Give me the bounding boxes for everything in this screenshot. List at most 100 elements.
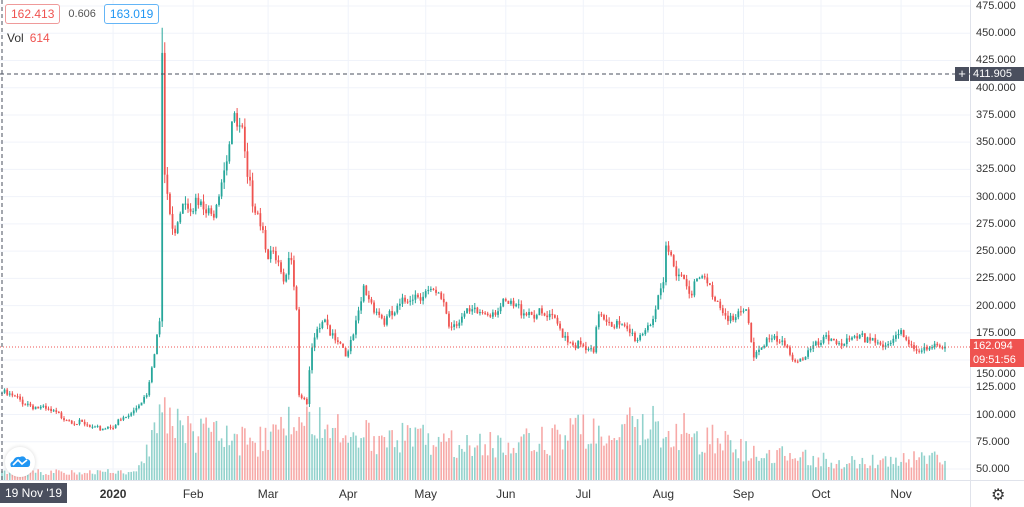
volume-bar — [786, 460, 789, 480]
volume-bar — [900, 461, 902, 480]
volume-bar — [693, 433, 696, 480]
candle-body — [259, 213, 262, 227]
candle-body — [285, 274, 288, 282]
candle — [347, 349, 350, 358]
candle — [324, 318, 326, 323]
candle-body — [76, 424, 78, 426]
candle-body — [933, 343, 936, 348]
candle — [290, 252, 293, 265]
volume-bar — [29, 471, 32, 480]
volume-bar — [678, 450, 680, 480]
gear-icon[interactable]: ⚙ — [991, 487, 1006, 504]
candle — [458, 319, 461, 329]
candle — [282, 268, 285, 285]
tradingview-cloud-icon[interactable] — [5, 447, 35, 477]
candle — [652, 315, 654, 328]
volume-bar — [476, 445, 479, 480]
volume-bar — [561, 449, 564, 480]
candle-body — [696, 278, 698, 282]
candle-body — [88, 425, 91, 427]
volume-bar — [207, 427, 210, 480]
candle — [856, 332, 859, 341]
price-tick-label: 100.000 — [976, 408, 1016, 421]
volume-bar — [675, 423, 678, 480]
candle — [866, 336, 869, 343]
candle — [613, 324, 616, 330]
candle-body — [595, 327, 598, 353]
volume-bar — [740, 438, 742, 480]
candle-body — [553, 315, 556, 318]
volume-bar — [902, 453, 905, 480]
candle — [272, 246, 275, 254]
candle — [830, 338, 833, 342]
volume-bar — [184, 443, 187, 480]
candle — [24, 403, 27, 406]
volume-bar — [858, 463, 861, 480]
candle — [259, 207, 262, 231]
candle-body — [799, 358, 802, 362]
candle — [636, 337, 639, 343]
candle-body — [194, 197, 197, 212]
volume-bar — [582, 414, 585, 480]
candle — [109, 424, 112, 430]
volume-bar — [753, 445, 755, 480]
candle — [63, 416, 65, 422]
candle — [750, 322, 753, 343]
plus-icon[interactable]: + — [955, 67, 969, 81]
candle — [311, 343, 313, 374]
candle-body — [752, 342, 755, 358]
candle-body — [287, 257, 290, 275]
candle — [587, 347, 590, 352]
candle — [838, 341, 840, 346]
price-tick-label: 450.000 — [976, 27, 1016, 40]
volume-bar — [489, 432, 492, 480]
legend-change: 0.606 — [68, 8, 96, 20]
candle-body — [809, 348, 812, 351]
volume-bar — [396, 440, 399, 480]
volume-bar — [703, 452, 706, 480]
volume-bar — [525, 428, 528, 480]
volume-bar — [83, 472, 86, 480]
candle-body — [840, 343, 843, 346]
volume-bar — [316, 438, 318, 480]
volume-bar — [923, 455, 926, 480]
time-tick-label: Nov — [890, 487, 912, 501]
volume-bar — [572, 424, 574, 480]
volume-bar — [401, 422, 404, 480]
candle — [533, 310, 536, 323]
volume-bar — [109, 472, 112, 480]
candle — [600, 311, 603, 318]
candle-body — [342, 343, 344, 348]
volume-bar — [321, 437, 324, 480]
candle — [422, 292, 425, 305]
volume-bar — [163, 397, 166, 480]
crosshair-price-value: 411.905 — [973, 68, 1012, 80]
volume-bar — [719, 443, 722, 480]
candle-body — [409, 300, 412, 302]
candle — [404, 295, 406, 304]
candle — [926, 344, 928, 352]
volume-bar — [944, 460, 946, 480]
candle-body — [207, 208, 210, 214]
time-tick-label: Jul — [575, 487, 591, 501]
volume-bar — [220, 438, 223, 480]
candle — [618, 316, 621, 329]
candle — [522, 309, 525, 319]
volume-bar — [280, 416, 282, 480]
candle-body — [435, 289, 437, 293]
candle — [127, 413, 130, 419]
candle — [150, 366, 153, 384]
volume-bar — [791, 458, 794, 480]
candle-body — [360, 301, 363, 311]
candle — [218, 194, 220, 207]
volume-bar — [610, 440, 613, 480]
candle — [551, 308, 554, 320]
volume-bar — [290, 434, 293, 480]
candle-body — [507, 300, 510, 304]
candle-body — [807, 350, 809, 357]
time-tick-label: Sep — [732, 487, 755, 501]
candle — [52, 408, 55, 413]
candle — [879, 340, 882, 346]
candle-body — [685, 279, 688, 287]
